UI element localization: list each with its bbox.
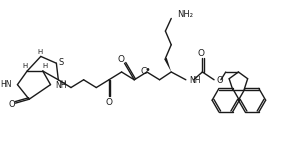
- Text: O: O: [217, 76, 224, 85]
- Text: HN: HN: [0, 80, 12, 89]
- Text: H: H: [37, 48, 42, 54]
- Text: H: H: [23, 63, 28, 69]
- Text: O: O: [106, 98, 113, 107]
- Text: H: H: [42, 63, 47, 69]
- Polygon shape: [164, 58, 171, 72]
- Text: O: O: [198, 49, 205, 58]
- Text: C: C: [140, 67, 146, 77]
- Text: NH₂: NH₂: [177, 10, 193, 19]
- Text: NH: NH: [55, 81, 67, 90]
- Text: O: O: [117, 55, 124, 64]
- Text: S: S: [59, 58, 64, 67]
- Text: NH: NH: [189, 76, 200, 85]
- Text: H: H: [61, 80, 66, 86]
- Text: O: O: [8, 100, 15, 109]
- Text: •: •: [145, 65, 151, 75]
